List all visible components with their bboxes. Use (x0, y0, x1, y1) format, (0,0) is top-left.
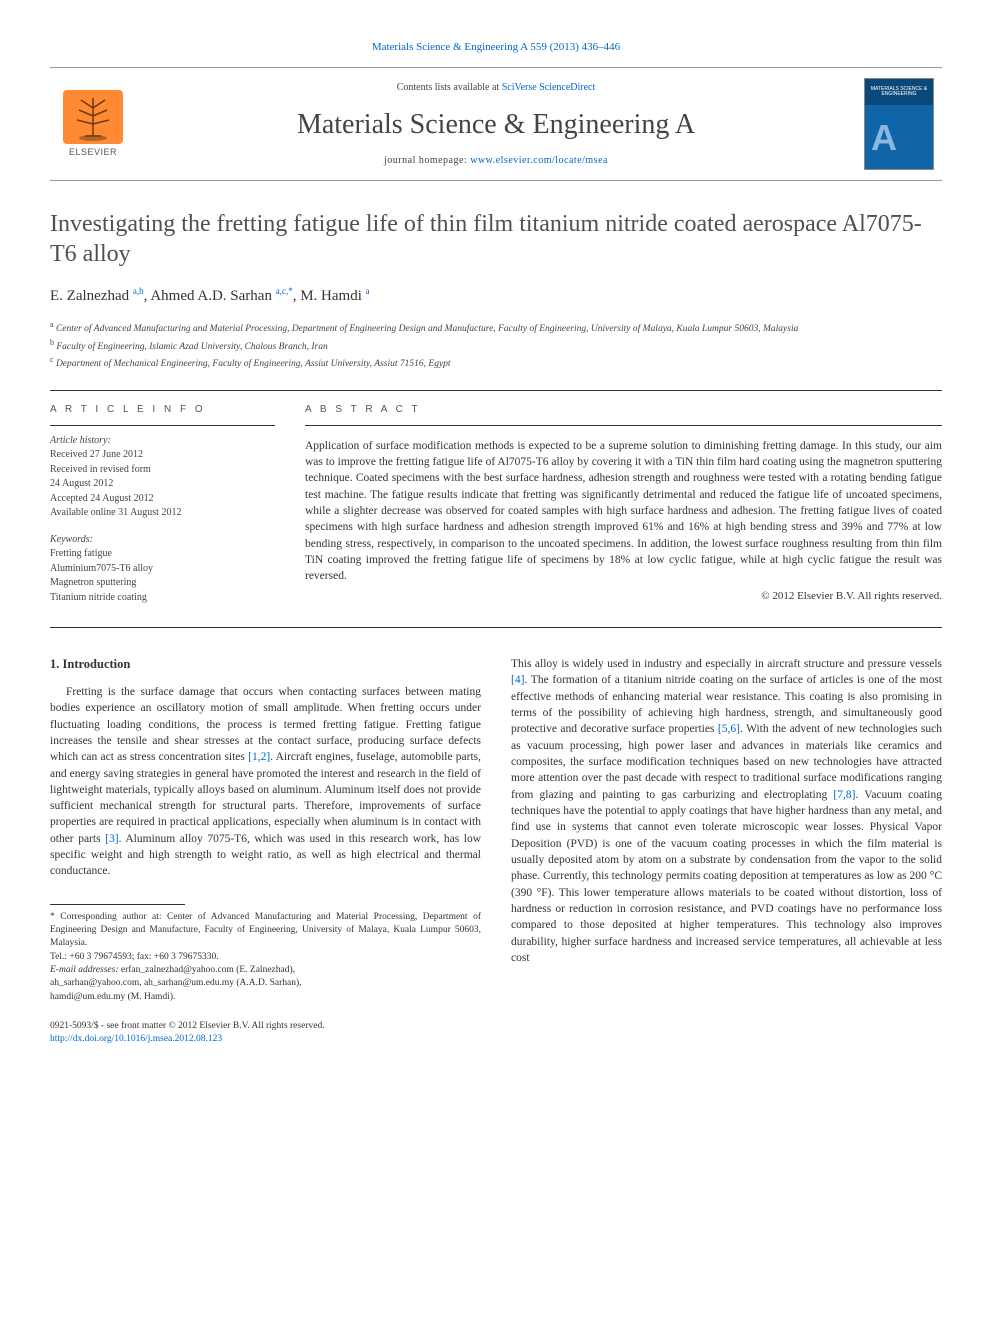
author-1-aff: a,b (133, 286, 144, 296)
col2-p1: This alloy is widely used in industry an… (511, 656, 942, 966)
cover-title-strip: MATERIALS SCIENCE & ENGINEERING (865, 79, 933, 105)
intro-heading: 1. Introduction (50, 656, 481, 674)
keyword-4: Titanium nitride coating (50, 591, 275, 606)
body-col-right: This alloy is widely used in industry an… (511, 656, 942, 1046)
homepage-link[interactable]: www.elsevier.com/locate/msea (470, 155, 608, 166)
keyword-1: Fretting fatigue (50, 547, 275, 562)
keyword-3: Magnetron sputtering (50, 576, 275, 591)
footnotes: * Corresponding author at: Center of Adv… (50, 911, 481, 1004)
body-col-left: 1. Introduction Fretting is the surface … (50, 656, 481, 1046)
citation-link[interactable]: Materials Science & Engineering A 559 (2… (372, 41, 620, 53)
article-history: Article history: Received 27 June 2012 R… (50, 434, 275, 521)
author-3-aff: a (366, 286, 370, 296)
aff-b-text: Faculty of Engineering, Islamic Azad Uni… (56, 342, 327, 352)
header-center: Contents lists available at SciVerse Sci… (142, 81, 850, 168)
contents-prefix: Contents lists available at (397, 82, 502, 93)
affiliation-b: b Faculty of Engineering, Islamic Azad U… (50, 337, 942, 354)
body-columns: 1. Introduction Fretting is the surface … (50, 656, 942, 1046)
aff-link-a3[interactable]: a (366, 286, 370, 296)
affiliation-a: a Center of Advanced Manufacturing and M… (50, 319, 942, 336)
cover-letter-a: A (871, 113, 897, 163)
contents-line: Contents lists available at SciVerse Sci… (142, 81, 850, 95)
email-label: E-mail addresses: (50, 965, 121, 975)
email-3: hamdi@um.edu.my (M. Hamdi). (50, 991, 481, 1004)
email-line: E-mail addresses: erfan_zalnezhad@yahoo.… (50, 964, 481, 977)
intro-p1: Fretting is the surface damage that occu… (50, 684, 481, 880)
author-3: M. Hamdi (300, 288, 365, 304)
info-abstract-row: A R T I C L E I N F O Article history: R… (50, 391, 942, 618)
article-info-column: A R T I C L E I N F O Article history: R… (50, 391, 275, 618)
bottom-meta: 0921-5093/$ - see front matter © 2012 El… (50, 1020, 481, 1047)
revised-l1: Received in revised form (50, 463, 275, 478)
keywords-label: Keywords: (50, 533, 275, 548)
revised-l2: 24 August 2012 (50, 477, 275, 492)
author-2-aff: a,c,* (276, 286, 293, 296)
author-2: Ahmed A.D. Sarhan (150, 288, 275, 304)
abstract-header: A B S T R A C T (305, 391, 942, 426)
elsevier-logo: ELSEVIER (58, 85, 128, 163)
email-2: ah_sarhan@yahoo.com, ah_sarhan@um.edu.my… (50, 977, 481, 990)
tel-fax: Tel.: +60 3 79674593; fax: +60 3 7967533… (50, 951, 481, 964)
issn-line: 0921-5093/$ - see front matter © 2012 El… (50, 1020, 481, 1033)
affiliations: a Center of Advanced Manufacturing and M… (50, 319, 942, 371)
abstract-copyright: © 2012 Elsevier B.V. All rights reserved… (305, 589, 942, 604)
received-date: Received 27 June 2012 (50, 448, 275, 463)
aff-link-a2[interactable]: a (276, 286, 280, 296)
affiliation-c: c Department of Mechanical Engineering, … (50, 354, 942, 371)
elsevier-tree-icon (63, 90, 123, 144)
aff-link-c[interactable]: c (282, 286, 286, 296)
doi-link[interactable]: http://dx.doi.org/10.1016/j.msea.2012.08… (50, 1034, 222, 1044)
cover-text: MATERIALS SCIENCE & ENGINEERING (867, 87, 931, 98)
article-title: Investigating the fretting fatigue life … (50, 209, 942, 269)
homepage-line: journal homepage: www.elsevier.com/locat… (142, 154, 850, 168)
homepage-prefix: journal homepage: (384, 155, 470, 166)
divider-bottom (50, 627, 942, 628)
author-1: E. Zalnezhad (50, 288, 133, 304)
abstract-text: Application of surface modification meth… (305, 438, 942, 585)
accepted-date: Accepted 24 August 2012 (50, 492, 275, 507)
corresponding-author: * Corresponding author at: Center of Adv… (50, 911, 481, 951)
aff-a-text: Center of Advanced Manufacturing and Mat… (56, 325, 798, 335)
sciencedirect-link[interactable]: SciVerse ScienceDirect (502, 82, 596, 93)
authors-line: E. Zalnezhad a,b, Ahmed A.D. Sarhan a,c,… (50, 285, 942, 307)
citation-header: Materials Science & Engineering A 559 (2… (50, 40, 942, 55)
aff-c-text: Department of Mechanical Engineering, Fa… (56, 359, 451, 369)
journal-cover-thumb: MATERIALS SCIENCE & ENGINEERING A (864, 78, 934, 170)
journal-header-box: ELSEVIER Contents lists available at Sci… (50, 67, 942, 181)
abstract-column: A B S T R A C T Application of surface m… (305, 391, 942, 618)
elsevier-label: ELSEVIER (69, 146, 117, 159)
journal-name: Materials Science & Engineering A (142, 105, 850, 144)
history-label: Article history: (50, 434, 275, 449)
email-1: erfan_zalnezhad@yahoo.com (E. Zalnezhad)… (121, 965, 295, 975)
article-info-header: A R T I C L E I N F O (50, 391, 275, 426)
footnote-rule (50, 904, 185, 905)
aff-link-a[interactable]: a (133, 286, 137, 296)
keywords-block: Keywords: Fretting fatigue Aluminium7075… (50, 533, 275, 606)
online-date: Available online 31 August 2012 (50, 506, 275, 521)
keyword-2: Aluminium7075-T6 alloy (50, 562, 275, 577)
